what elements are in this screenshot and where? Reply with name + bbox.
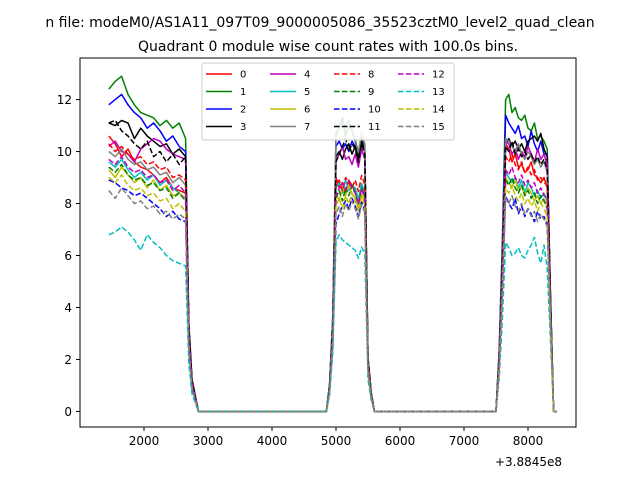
legend-label-13: 13 bbox=[432, 87, 445, 98]
axes-frame bbox=[79, 57, 577, 428]
axes-border bbox=[79, 57, 577, 428]
series-line-8 bbox=[108, 143, 557, 413]
y-tick-label: 8 bbox=[64, 197, 72, 211]
series-line-14 bbox=[108, 174, 557, 413]
legend-label-3: 3 bbox=[240, 122, 246, 133]
legend-box bbox=[201, 62, 455, 141]
x-offset-label: +3.8845e8 bbox=[495, 455, 562, 469]
legend-label-12: 12 bbox=[432, 70, 445, 81]
legend-label-9: 9 bbox=[368, 87, 374, 98]
legend-label-0: 0 bbox=[240, 70, 246, 81]
legend-label-15: 15 bbox=[432, 122, 445, 133]
series-line-12 bbox=[108, 155, 557, 413]
legend-label-4: 4 bbox=[304, 70, 310, 81]
legend-label-1: 1 bbox=[240, 87, 246, 98]
chart-title: Quadrant 0 module wise count rates with … bbox=[138, 39, 518, 55]
x-tick-label: 4000 bbox=[257, 434, 288, 448]
y-tick-label: 12 bbox=[57, 93, 72, 107]
x-tick-label: 5000 bbox=[321, 434, 352, 448]
series-line-7 bbox=[108, 119, 557, 413]
series-line-13 bbox=[108, 226, 557, 413]
series-line-2 bbox=[108, 93, 557, 413]
legend-label-10: 10 bbox=[368, 105, 381, 116]
y-axis: 0 2 4 6 8 10 12 bbox=[57, 93, 80, 419]
x-axis: 2000 3000 4000 5000 6000 7000 8000 bbox=[129, 427, 544, 448]
legend-label-14: 14 bbox=[432, 105, 445, 116]
x-tick-label: 7000 bbox=[449, 434, 480, 448]
legend-label-6: 6 bbox=[304, 105, 310, 116]
series-line-10 bbox=[108, 179, 557, 413]
series-line-4 bbox=[108, 137, 557, 413]
x-tick-label: 6000 bbox=[385, 434, 416, 448]
legend-label-8: 8 bbox=[368, 70, 374, 81]
series-line-5 bbox=[108, 158, 557, 413]
series-line-3 bbox=[108, 119, 557, 413]
x-tick-label: 3000 bbox=[193, 434, 224, 448]
y-tick-label: 2 bbox=[64, 353, 72, 367]
legend-label-7: 7 bbox=[304, 122, 310, 133]
x-tick-label: 8000 bbox=[513, 434, 544, 448]
plot-lines bbox=[108, 75, 557, 413]
y-tick-label: 0 bbox=[64, 405, 72, 419]
series-line-15 bbox=[108, 187, 557, 413]
legend-label-11: 11 bbox=[368, 122, 381, 133]
x-tick-label: 2000 bbox=[129, 434, 160, 448]
y-tick-label: 6 bbox=[64, 249, 72, 263]
y-tick-label: 10 bbox=[57, 145, 72, 159]
legend-label-5: 5 bbox=[304, 87, 310, 98]
series-line-11 bbox=[108, 119, 557, 413]
chart-suptitle: n file: modeM0/AS1A11_097T09_9000005086_… bbox=[45, 15, 594, 31]
legend-label-2: 2 bbox=[240, 105, 246, 116]
y-tick-label: 4 bbox=[64, 301, 72, 315]
